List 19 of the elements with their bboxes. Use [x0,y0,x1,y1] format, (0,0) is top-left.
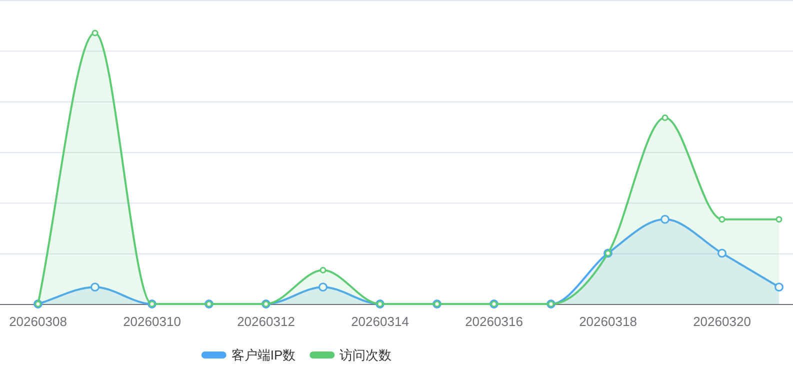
x-tick-label: 20260320 [693,314,751,329]
point [90,282,100,292]
point [774,282,784,292]
point [320,266,326,274]
x-tick-label: 20260314 [351,314,409,329]
point [776,216,782,223]
point [662,114,668,121]
point [718,216,726,223]
point [92,30,98,36]
x-tick-label: 20260318 [579,314,637,329]
point [718,248,726,258]
point [660,214,670,224]
point [318,282,328,292]
x-tick-label: 20260312 [237,314,295,329]
legend-label: 访问次数 [340,348,392,362]
x-tick-label: 20260316 [465,314,523,329]
x-tick-label: 20260310 [123,314,181,329]
x-tick-label: 20260308 [9,314,67,329]
legend-label: 客户端IP数 [231,348,296,362]
